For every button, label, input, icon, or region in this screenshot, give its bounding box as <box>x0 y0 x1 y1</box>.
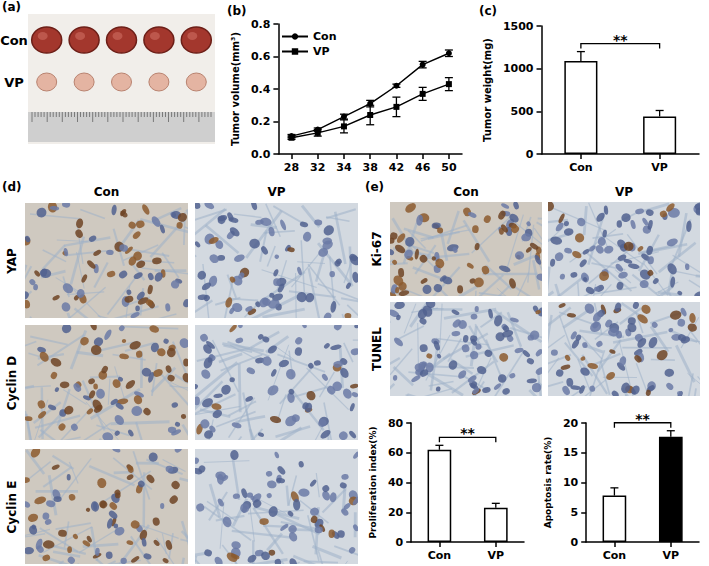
svg-text:**: ** <box>460 425 475 441</box>
html-text:VP: VP <box>4 74 24 90</box>
svg-text:Apoptosis rate(%): Apoptosis rate(%) <box>543 437 553 529</box>
svg-text:Tumor volume(mm³): Tumor volume(mm³) <box>230 32 241 146</box>
svg-text:0: 0 <box>396 536 404 549</box>
svg-text:10: 10 <box>563 476 579 489</box>
svg-text:80: 80 <box>388 417 404 430</box>
svg-text:0.8: 0.8 <box>251 18 271 31</box>
html-text:(a): (a) <box>2 0 22 14</box>
svg-text:40: 40 <box>388 476 404 489</box>
svg-text:Con: Con <box>428 549 451 562</box>
svg-text:15: 15 <box>563 446 578 459</box>
svg-text:1500: 1500 <box>503 20 534 33</box>
html-text:Con: Con <box>0 32 28 48</box>
svg-text:28: 28 <box>284 161 299 174</box>
svg-text:60: 60 <box>388 446 404 459</box>
svg-text:20: 20 <box>388 506 404 519</box>
html-text:VP: VP <box>615 185 633 199</box>
svg-text:34: 34 <box>336 161 352 174</box>
svg-text:50: 50 <box>441 161 457 174</box>
svg-text:(b): (b) <box>227 4 247 18</box>
html-text:VP: VP <box>267 185 286 199</box>
svg-text:Proliferation index(%): Proliferation index(%) <box>368 426 378 538</box>
svg-text:VP: VP <box>651 161 668 174</box>
svg-text:20: 20 <box>563 417 579 430</box>
html-text:Ki-67: Ki-67 <box>370 231 384 267</box>
svg-text:0: 0 <box>571 536 579 549</box>
svg-text:0: 0 <box>526 148 534 161</box>
svg-text:Con: Con <box>569 161 592 174</box>
html-text:Con: Con <box>93 185 120 199</box>
svg-text:Tumor weight(mg): Tumor weight(mg) <box>482 38 493 142</box>
svg-text:46: 46 <box>415 161 431 174</box>
svg-text:0.0: 0.0 <box>251 148 271 161</box>
svg-text:1000: 1000 <box>503 62 534 75</box>
html-text:Cyclin E: Cyclin E <box>5 480 19 533</box>
svg-text:38: 38 <box>363 161 378 174</box>
html-text:(d): (d) <box>2 180 22 194</box>
html-text:YAP: YAP <box>5 247 19 274</box>
svg-text:5: 5 <box>571 506 579 519</box>
svg-text:**: ** <box>613 32 628 48</box>
svg-text:500: 500 <box>511 105 534 118</box>
svg-text:(c): (c) <box>479 4 497 18</box>
html-text:Con: Con <box>453 185 479 199</box>
svg-text:42: 42 <box>389 161 404 174</box>
html-text:TUNEL: TUNEL <box>370 327 384 371</box>
html-text:Cyclin D: Cyclin D <box>5 355 19 410</box>
svg-text:32: 32 <box>310 161 325 174</box>
svg-text:0.4: 0.4 <box>251 83 271 96</box>
svg-text:VP: VP <box>488 549 505 562</box>
svg-text:VP: VP <box>663 549 680 562</box>
svg-text:Con: Con <box>313 30 336 43</box>
svg-text:0.6: 0.6 <box>251 50 271 63</box>
svg-text:Con: Con <box>603 549 626 562</box>
svg-text:VP: VP <box>313 45 330 58</box>
svg-text:0.2: 0.2 <box>251 115 271 128</box>
svg-text:**: ** <box>635 411 650 427</box>
html-text:(e): (e) <box>365 180 385 194</box>
